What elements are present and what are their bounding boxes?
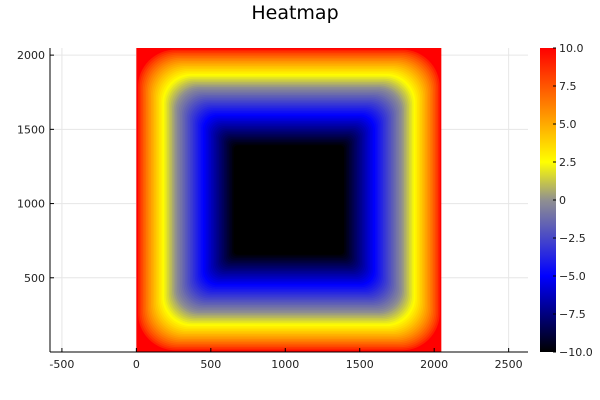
colorbar-tick-label: 5.0 bbox=[559, 118, 577, 131]
y-axis-ticks: 500 1000 1500 2000 bbox=[17, 49, 54, 285]
heatmap-contour-band bbox=[233, 145, 345, 255]
colorbar-tick-label: 0 bbox=[559, 194, 566, 207]
x-axis-ticks: -500 0 500 1000 1500 2000 2500 bbox=[49, 348, 523, 371]
colorbar-tick-label: 7.5 bbox=[559, 80, 577, 93]
colorbar-tick-label: −5.0 bbox=[559, 270, 586, 283]
x-tick-label: 2000 bbox=[420, 358, 448, 371]
colorbar bbox=[540, 48, 556, 352]
colorbar-tick-label: 10.0 bbox=[559, 42, 584, 55]
x-tick-label: 1000 bbox=[271, 358, 299, 371]
y-tick-label: 1500 bbox=[17, 123, 45, 136]
chart-title: Heatmap bbox=[251, 2, 338, 24]
colorbar-ticks: 10.0 7.5 5.0 2.5 0 −2.5 −5.0 −7.5 −10.0 bbox=[553, 42, 593, 359]
y-tick-label: 2000 bbox=[17, 49, 45, 62]
x-tick-label: 500 bbox=[200, 358, 221, 371]
colorbar-tick-label: −10.0 bbox=[559, 346, 593, 359]
x-tick-label: 2500 bbox=[495, 358, 523, 371]
x-tick-label: 0 bbox=[133, 358, 140, 371]
x-tick-label: -500 bbox=[49, 358, 74, 371]
y-tick-label: 1000 bbox=[17, 198, 45, 211]
colorbar-tick-label: −7.5 bbox=[559, 308, 586, 321]
colorbar-tick-label: 2.5 bbox=[559, 156, 577, 169]
colorbar-tick-label: −2.5 bbox=[559, 232, 586, 245]
y-tick-label: 500 bbox=[24, 272, 45, 285]
heatmap-field bbox=[136, 48, 442, 352]
x-tick-label: 1500 bbox=[346, 358, 374, 371]
